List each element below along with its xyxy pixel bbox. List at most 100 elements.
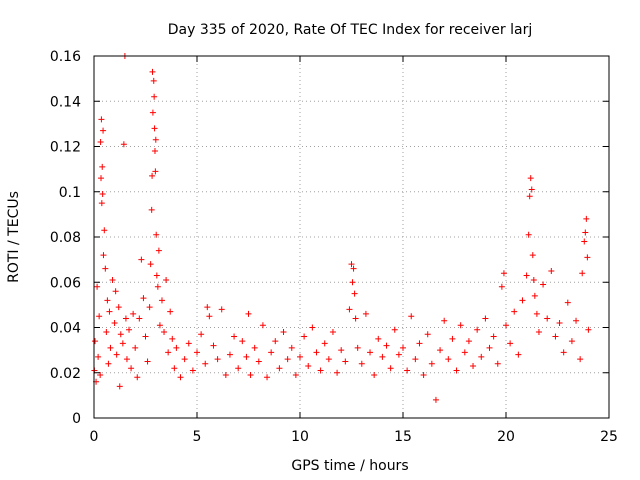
- y-tick-label: 0.1: [59, 185, 81, 201]
- data-point: [117, 331, 124, 338]
- data-point: [280, 329, 287, 336]
- data-point: [136, 315, 143, 322]
- data-point: [181, 356, 188, 363]
- data-point: [151, 148, 158, 155]
- data-point: [138, 256, 145, 263]
- data-point: [116, 383, 123, 390]
- data-point: [498, 283, 505, 290]
- data-point: [276, 365, 283, 372]
- data-point: [412, 356, 419, 363]
- data-point: [98, 200, 105, 207]
- data-point: [579, 270, 586, 277]
- x-axis-label: GPS time / hours: [291, 458, 408, 474]
- data-point: [297, 353, 303, 360]
- data-point: [210, 342, 217, 349]
- data-point: [100, 127, 107, 134]
- y-tick-label: 0: [72, 411, 81, 427]
- data-point: [171, 365, 178, 372]
- data-point: [507, 340, 514, 347]
- data-point: [245, 310, 252, 317]
- data-point: [149, 68, 156, 75]
- data-point: [134, 374, 141, 381]
- data-point: [272, 338, 279, 345]
- data-point: [97, 372, 104, 379]
- data-point: [342, 358, 349, 365]
- plot-frame: [93, 55, 610, 419]
- data-points: [91, 53, 592, 403]
- data-point: [99, 191, 106, 198]
- data-point: [379, 353, 386, 360]
- data-point: [169, 335, 176, 342]
- data-point: [470, 362, 477, 369]
- data-point: [494, 360, 501, 367]
- data-point: [259, 322, 266, 329]
- y-tick-labels: 0 0.02 0.04 0.06 0.08 0.1 0.12 0.14 0.16: [50, 49, 81, 427]
- data-point: [288, 344, 295, 351]
- data-point: [465, 338, 472, 345]
- data-point: [152, 136, 159, 143]
- data-point: [99, 163, 106, 170]
- data-point: [94, 283, 101, 290]
- data-point: [525, 231, 532, 238]
- data-point: [100, 252, 107, 259]
- data-point: [103, 329, 110, 336]
- data-point: [189, 367, 196, 374]
- data-point: [548, 267, 555, 274]
- data-point: [352, 315, 359, 322]
- data-point: [165, 349, 172, 356]
- data-point: [350, 265, 357, 272]
- data-point: [158, 297, 165, 304]
- data-point: [358, 360, 365, 367]
- data-point: [222, 372, 229, 379]
- data-point: [560, 349, 567, 356]
- data-point: [198, 331, 205, 338]
- x-tick-label: 15: [394, 429, 412, 445]
- data-point: [115, 304, 122, 311]
- x-tick-label: 5: [193, 429, 202, 445]
- data-point: [218, 306, 225, 313]
- data-point: [92, 338, 99, 345]
- data-point: [313, 349, 320, 356]
- data-point: [527, 175, 534, 182]
- data-point: [503, 322, 509, 329]
- data-point: [106, 308, 113, 315]
- data-point: [113, 351, 120, 358]
- data-point: [584, 254, 591, 261]
- data-point: [142, 333, 149, 340]
- data-point: [132, 344, 139, 351]
- data-point: [144, 358, 151, 365]
- data-point: [437, 347, 444, 354]
- chart-title: Day 335 of 2020, Rate Of TEC Index for r…: [168, 22, 533, 38]
- y-tick-label: 0.14: [50, 94, 81, 110]
- data-point: [500, 270, 507, 277]
- data-point: [573, 317, 580, 324]
- data-point: [239, 338, 246, 345]
- data-point: [400, 344, 406, 351]
- data-point: [552, 333, 559, 340]
- data-point: [583, 215, 590, 222]
- data-point: [292, 372, 299, 379]
- data-point: [284, 356, 291, 363]
- data-point: [167, 308, 174, 315]
- y-tick-label: 0.06: [50, 275, 81, 291]
- data-point: [130, 310, 137, 317]
- data-point: [453, 367, 460, 374]
- data-point: [149, 172, 156, 179]
- y-tick-label: 0.16: [50, 49, 81, 65]
- data-point: [151, 125, 158, 132]
- data-point: [243, 353, 250, 360]
- y-tick-label: 0.02: [50, 366, 81, 382]
- data-point: [153, 272, 160, 279]
- data-point: [568, 338, 575, 345]
- data-point: [523, 272, 530, 279]
- data-point: [111, 319, 118, 326]
- x-tick-label: 10: [291, 429, 309, 445]
- data-point: [404, 367, 411, 374]
- data-point: [247, 372, 254, 379]
- data-point: [449, 335, 456, 342]
- data-point: [531, 292, 538, 299]
- y-tick-label: 0.04: [50, 321, 81, 337]
- data-point: [95, 353, 102, 360]
- data-point: [325, 356, 332, 363]
- data-point: [585, 326, 592, 333]
